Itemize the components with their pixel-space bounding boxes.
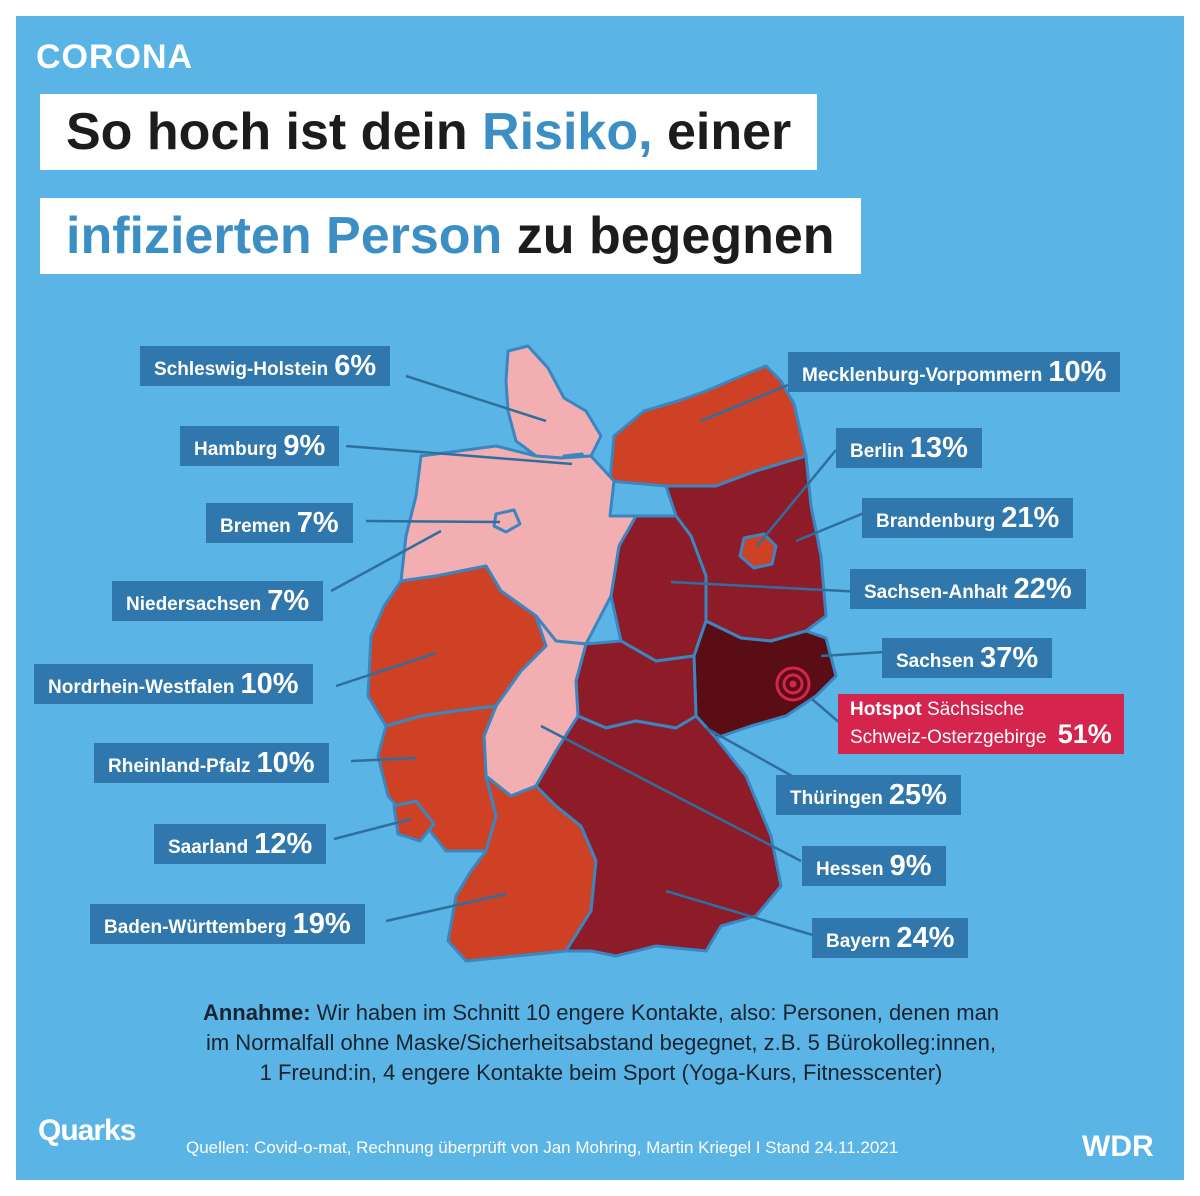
label-saarland: Saarland 12% bbox=[154, 824, 327, 864]
assumption-note: Annahme: Wir haben im Schnitt 10 engere … bbox=[56, 998, 1146, 1088]
title-text: zu begegnen bbox=[502, 207, 835, 265]
kicker: CORONA bbox=[36, 38, 194, 76]
region-berlin bbox=[738, 532, 778, 570]
source-text: Quellen: Covid-o-mat, Rechnung überprüft… bbox=[186, 1138, 899, 1157]
leader-lines bbox=[330, 374, 885, 938]
wdr-logo: WDR bbox=[1082, 1130, 1154, 1163]
note-bold: Annahme: bbox=[202, 1000, 311, 1025]
label-hessen: Hessen 9% bbox=[802, 846, 946, 886]
note-line1: Wir haben im Schnitt 10 engere Kontakte,… bbox=[310, 1000, 1000, 1025]
label-schleswig-holstein: Schleswig-Holstein 6% bbox=[140, 346, 391, 386]
note-line2: im Normalfall ohne Maske/Sicherheitsabst… bbox=[205, 1030, 996, 1055]
quarks-logo: Quarks bbox=[38, 1114, 136, 1147]
region-bremen bbox=[492, 508, 522, 534]
title-line-1: So hoch ist dein Risiko, einer bbox=[40, 94, 818, 170]
title-highlight: infizierten Person bbox=[66, 207, 503, 265]
infographic-frame: CORONA So hoch ist dein Risiko, einer in… bbox=[16, 16, 1184, 1180]
label-sachsen-anhalt: Sachsen-Anhalt 22% bbox=[850, 569, 1086, 609]
region-schleswig-holstein bbox=[504, 344, 603, 460]
hotspot-line1: Sächsische bbox=[927, 699, 1025, 720]
label-sachsen: Sachsen 37% bbox=[882, 638, 1053, 678]
region-rheinland-pfalz bbox=[376, 704, 498, 853]
title-highlight: Risiko, bbox=[482, 103, 653, 161]
hotspot-prefix: Hotspot bbox=[850, 699, 922, 720]
label-niedersachsen: Niedersachsen 7% bbox=[112, 581, 324, 621]
label-mecklenburg-vorpommern: Mecklenburg-Vorpommern 10% bbox=[788, 352, 1121, 392]
label-bayern: Bayern 24% bbox=[812, 918, 969, 958]
germany-map bbox=[330, 344, 885, 963]
label-hamburg: Hamburg 9% bbox=[180, 426, 340, 466]
title-line-2: infizierten Person zu begegnen bbox=[40, 198, 861, 274]
label-baden-wuerttemberg: Baden-Württemberg 19% bbox=[90, 904, 365, 944]
label-berlin: Berlin 13% bbox=[836, 428, 982, 468]
label-hotspot: Hotspot Sächsische Schweiz-Osterzgebirge… bbox=[838, 694, 1124, 754]
label-nordrhein-westfalen: Nordrhein-Westfalen 10% bbox=[34, 664, 313, 704]
title-text: So hoch ist dein bbox=[66, 103, 483, 161]
region-saarland bbox=[392, 799, 436, 843]
label-brandenburg: Brandenburg 21% bbox=[862, 498, 1074, 538]
label-rheinland-pfalz: Rheinland-Pfalz 10% bbox=[94, 743, 329, 783]
title-text: einer bbox=[652, 103, 792, 161]
hotspot-target-icon bbox=[775, 666, 811, 702]
hotspot-value: 51% bbox=[1057, 719, 1112, 749]
region-bayern bbox=[534, 714, 783, 958]
label-bremen: Bremen 7% bbox=[206, 503, 353, 543]
label-thueringen: Thüringen 25% bbox=[776, 775, 961, 815]
note-line3: 1 Freund:in, 4 engere Kontakte beim Spor… bbox=[259, 1060, 943, 1085]
hotspot-line2: Schweiz-Osterzgebirge bbox=[850, 727, 1047, 748]
